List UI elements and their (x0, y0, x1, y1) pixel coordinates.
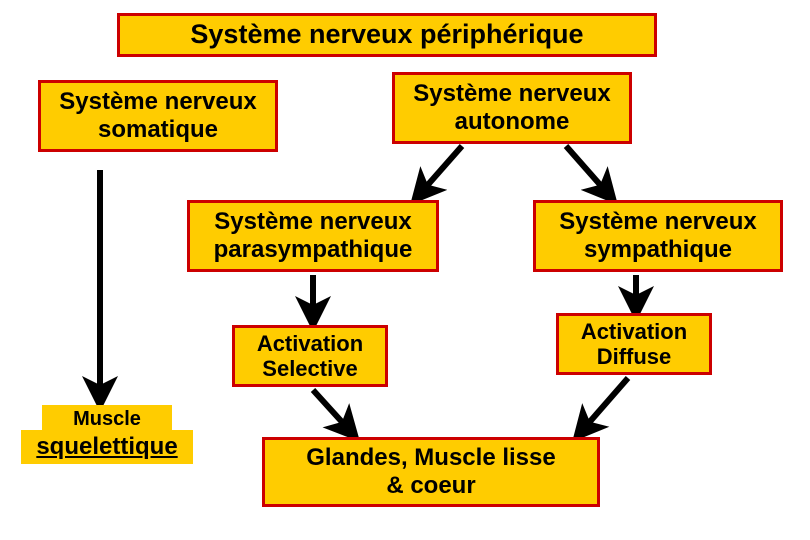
node-autonomic: Système nerveux autonome (392, 72, 632, 144)
label: Activation Selective (257, 331, 363, 382)
node-activation-diffuse: Activation Diffuse (556, 313, 712, 375)
node-peripheral: Système nerveux périphérique (117, 13, 657, 57)
node-sympathetic: Système nerveux sympathique (533, 200, 783, 272)
node-glandes: Glandes, Muscle lisse & coeur (262, 437, 600, 507)
label: Système nerveux sympathique (559, 208, 756, 263)
node-muscle-label: Muscle (42, 405, 172, 433)
node-somatic: Système nerveux somatique (38, 80, 278, 152)
label: Système nerveux autonome (413, 80, 610, 135)
label: Muscle (73, 408, 141, 431)
label: squelettique (36, 433, 177, 461)
node-activation-selective: Activation Selective (232, 325, 388, 387)
label: Système nerveux périphérique (190, 19, 583, 50)
label: Système nerveux parasympathique (214, 208, 413, 263)
label: Activation Diffuse (581, 319, 687, 370)
label: Glandes, Muscle lisse & coeur (306, 444, 555, 499)
label: Système nerveux somatique (59, 88, 256, 143)
node-squelettique: squelettique (21, 430, 193, 464)
node-parasympathetic: Système nerveux parasympathique (187, 200, 439, 272)
